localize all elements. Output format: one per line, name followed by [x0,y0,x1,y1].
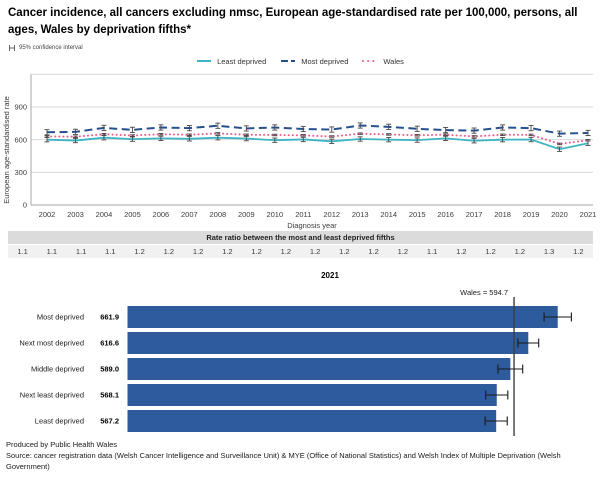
bar-most-deprived [127,306,558,328]
bar-least-deprived [127,410,497,432]
line-series-least-deprived [46,136,589,151]
x-tick-label: 2011 [295,210,311,219]
x-tick-label: 2009 [238,210,255,219]
x-tick-label: 2014 [380,210,397,219]
rate-ratio-value: 1.2 [456,247,467,256]
rate-ratio-value: 1.2 [192,247,204,256]
x-tick-label: 2004 [96,210,113,219]
rate-ratio-value: 1.2 [485,247,496,256]
error-bars [44,122,591,152]
footer: Produced by Public Health Wales Source: … [6,440,588,473]
rate-ratio-value: 1.2 [397,247,409,256]
bar-next-most-deprived [127,332,529,354]
x-axis-title: Diagnosis year [287,221,337,230]
y-tick-label: 900 [14,103,27,112]
x-tick-label: 2008 [209,210,226,219]
bar-chart-title: 2021 [321,271,339,280]
rate-ratio-value: 1.2 [339,247,350,256]
footer-source: Source: cancer registration data (Welsh … [6,450,561,471]
bar-error-bar [517,338,540,348]
y-tick-label: 0 [23,201,27,210]
rate-ratio-values: 1.1 1.1 1.1 1.1 1.2 1.2 1.2 1.2 1.2 1.2 1.2 1.2 1.2 1… [8,245,593,258]
rate-ratio-band: Rate ratio between the most and least de… [8,231,593,258]
gridlines [31,73,593,173]
x-tick-label: 2016 [437,210,454,219]
bar-value-label: 589.0 [100,365,119,374]
bar-error-bar [497,364,524,374]
rate-ratio-value: 1.2 [309,247,321,256]
rate-ratio-value: 1.1 [105,247,116,256]
rate-ratio-value: 1.2 [134,247,145,256]
footer-produced-by: Produced by Public Health Wales [6,440,118,449]
ci-note-label: 95% confidence interval [19,45,83,51]
rate-ratio-value: 1.1 [426,247,438,256]
bar-error-bar [543,312,572,322]
x-tick-label: 2012 [323,210,340,219]
x-tick-label: 2003 [67,210,84,219]
dotted-line-swatch-icon [362,60,379,62]
x-tick-label: 2017 [466,210,483,219]
bar-error-bar [485,390,509,400]
rate-ratio-header: Rate ratio between the most and least de… [8,231,593,244]
bar-category-label: Least deprived [35,417,84,426]
y-tick-label: 300 [14,168,27,177]
bar-next-least-deprived [127,384,497,406]
bar-value-label: 568.1 [100,391,119,400]
rate-ratio-value: 1.2 [163,247,175,256]
ci-note: 95% confidence interval [8,43,83,53]
bar-chart-2021: 2021 Wales = 594.7 Most deprived 661.9 Next … [19,271,572,436]
x-tick-label: 2021 [580,210,597,219]
chart-legend: Least deprived Most deprived Wales [0,55,600,67]
rate-ratio-value: 1.2 [222,247,233,256]
x-tick-label: 2013 [352,210,369,219]
rate-ratio-value: 1.2 [573,247,584,256]
legend-item-wales: Wales [362,57,404,66]
bar-middle-deprived [127,358,511,380]
x-tick-label: 2006 [153,210,170,219]
rate-ratio-value: 1.1 [17,247,28,256]
x-tick-label: 2007 [181,210,198,219]
x-tick-label: 2019 [523,210,540,219]
x-tick-label: 2010 [266,210,283,219]
legend-label: Wales [383,56,404,66]
bar-value-label: 661.9 [100,313,119,322]
y-axis-title: European age-standardised rate [2,96,11,204]
bar-value-label: 616.6 [100,339,119,348]
bar-category-label: Next least deprived [20,391,84,400]
rate-ratio-value: 1.2 [280,247,292,256]
x-tick-label: 2015 [409,210,426,219]
error-bar-icon [9,45,15,51]
bar-value-label: 567.2 [100,417,119,426]
legend-label: Least deprived [217,56,267,66]
bar-category-label: Next most deprived [19,339,84,348]
y-tick-label: 600 [14,135,27,144]
reference-line-label: Wales = 594.7 [460,288,508,297]
bar-error-bar [484,416,508,426]
x-tick-label: 2018 [494,210,511,219]
line-series-most-deprived [46,124,589,135]
rate-ratio-value: 1.2 [368,247,379,256]
rate-ratio-value: 1.2 [514,247,526,256]
legend-item-least-deprived: Least deprived [196,57,266,66]
x-tick-label: 2005 [124,210,141,219]
bar-category-label: Most deprived [37,313,84,322]
line-series-wales [46,132,589,145]
rate-ratio-value: 1.3 [543,247,555,256]
page-title: Cancer incidence, all cancers excluding … [8,7,578,36]
solid-line-swatch-icon [197,60,212,62]
rate-ratio-value: 1.2 [251,247,262,256]
legend-label: Most deprived [301,56,349,66]
x-tick-label: 2002 [39,210,56,219]
bar-category-label: Middle deprived [31,365,84,374]
x-tick-label: 2020 [551,210,568,219]
legend-item-most-deprived: Most deprived [280,57,348,66]
rate-ratio-value: 1.1 [46,247,58,256]
rate-ratio-value: 1.1 [75,247,87,256]
dashed-line-swatch-icon [281,60,296,62]
